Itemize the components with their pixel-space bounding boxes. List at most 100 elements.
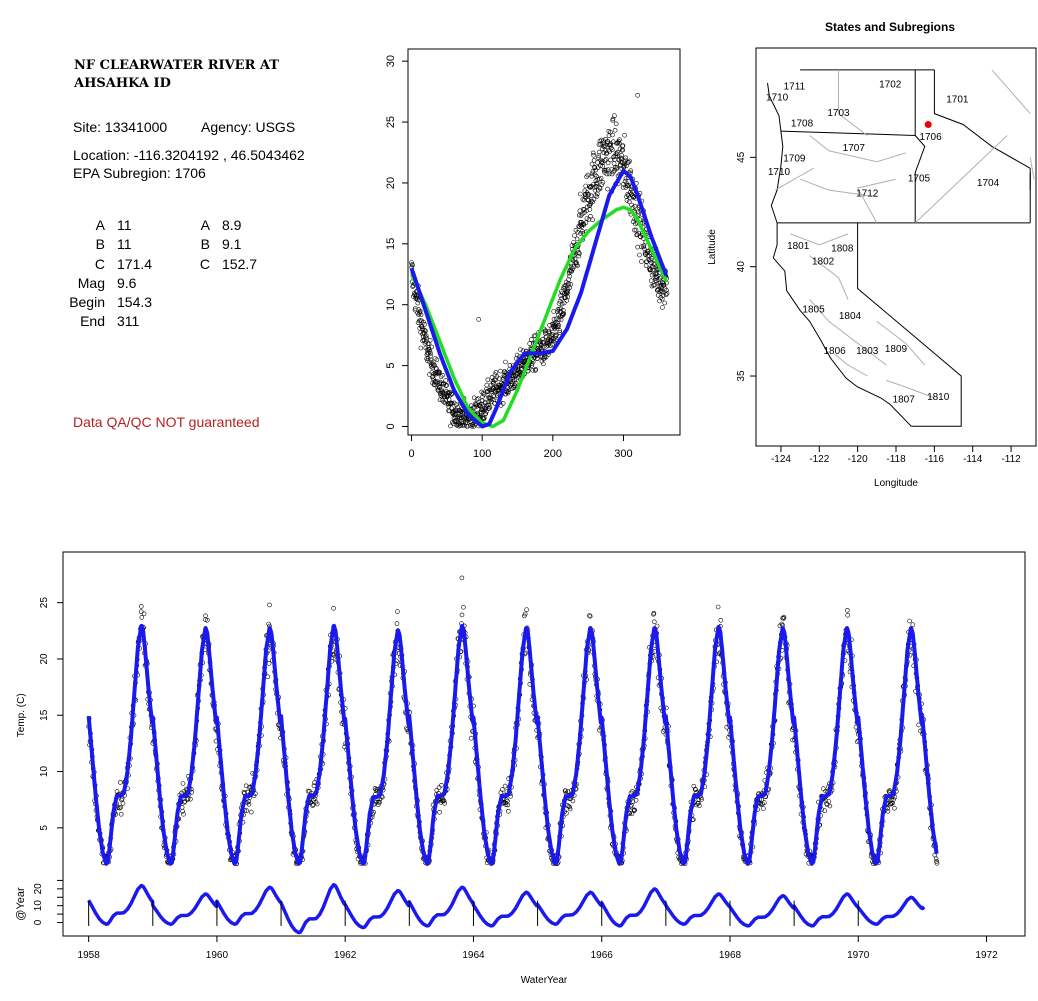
observation-point — [424, 335, 429, 341]
observation-point — [539, 358, 545, 364]
lon-tick-label: -112 — [1001, 454, 1021, 465]
timeseries-point — [933, 856, 939, 862]
lon-tick-label: -122 — [809, 454, 829, 465]
observation-point — [585, 197, 590, 202]
observation-point — [556, 317, 562, 322]
observation-point — [626, 160, 631, 165]
y-tick-label: 30 — [385, 55, 397, 67]
timeseries-point — [394, 621, 400, 626]
timeseries-point — [907, 618, 912, 624]
site-marker — [924, 121, 932, 129]
observation-point — [547, 322, 552, 328]
timeseries-point — [891, 797, 896, 802]
observation-point — [448, 423, 453, 429]
subregion-label: 1710 — [766, 92, 789, 103]
observation-point — [427, 337, 433, 343]
timeseries-point — [245, 789, 251, 795]
timeseries-point — [916, 722, 922, 728]
temp-tick-label: 15 — [39, 709, 50, 721]
timeseries-point — [827, 803, 833, 809]
observation-point — [576, 212, 582, 218]
observation-point — [430, 374, 436, 379]
observation-point — [596, 142, 602, 147]
observation-point — [432, 362, 437, 368]
observation-point — [427, 349, 433, 354]
observation-point — [614, 166, 619, 172]
x-tick-label: 0 — [408, 448, 414, 460]
observation-point — [478, 410, 484, 416]
observation-point — [556, 301, 562, 306]
observation-point — [595, 177, 601, 182]
subregion-boundary — [838, 69, 868, 136]
observation-point — [540, 336, 545, 342]
subregion-label: 1802 — [812, 256, 835, 267]
subregion-label: 1707 — [843, 143, 866, 154]
observation-point — [586, 197, 591, 203]
params-right: A 8.9 B 9.1 C 152.7 — [150, 216, 257, 274]
observation-point — [572, 233, 577, 238]
observation-point — [600, 160, 605, 166]
observation-point — [558, 317, 564, 323]
timeseries-point — [587, 613, 593, 619]
observation-point — [550, 342, 555, 347]
observation-point — [594, 174, 599, 179]
observation-point — [552, 321, 558, 326]
observation-point — [549, 331, 555, 337]
subregion-label: 1712 — [856, 189, 879, 200]
observation-point — [632, 227, 637, 233]
observation-point — [635, 244, 641, 250]
timeseries-point — [181, 811, 186, 817]
observation-point — [533, 367, 539, 372]
observation-point — [627, 158, 632, 164]
state-boundary — [933, 69, 1031, 169]
observation-point — [456, 408, 461, 414]
timeseries-point — [244, 808, 249, 814]
timeseries-point — [266, 621, 272, 627]
observation-point — [429, 344, 434, 350]
timeseries-point — [180, 781, 186, 786]
timeseries-point — [118, 780, 123, 785]
y-tick-label: 5 — [385, 363, 397, 369]
observation-point — [664, 287, 669, 293]
observation-point — [631, 194, 637, 200]
observation-point — [603, 157, 609, 162]
observation-point — [578, 222, 584, 228]
timeseries-point — [182, 799, 187, 805]
year-offset-line — [87, 883, 926, 935]
param-row-b: B 11 — [95, 236, 132, 253]
observation-point — [591, 197, 597, 202]
observation-point — [565, 289, 570, 294]
observation-point — [437, 397, 443, 403]
observation-point — [632, 204, 638, 209]
subregion-boundary — [834, 353, 868, 377]
state-boundary — [914, 135, 926, 223]
observation-point — [546, 329, 552, 335]
observation-point — [594, 194, 600, 199]
subregion-boundary — [876, 321, 926, 366]
observation-point — [619, 153, 624, 158]
observation-point — [447, 390, 452, 396]
observation-point — [622, 132, 627, 138]
observation-point — [611, 154, 617, 159]
timeseries-point — [660, 729, 666, 734]
subregion-boundary — [809, 255, 849, 300]
subregion-label: 1804 — [839, 311, 862, 322]
timeseries-point — [887, 788, 893, 793]
timeseries-point — [138, 609, 144, 614]
param-row-c2: C 152.7 — [199, 255, 258, 272]
y-tick-label: 10 — [385, 299, 397, 311]
subregion-label: 1801 — [787, 241, 810, 252]
observation-point — [485, 392, 491, 398]
subregion-boundary — [790, 233, 849, 246]
observation-point — [623, 155, 628, 161]
observation-point — [452, 419, 458, 425]
observation-point — [633, 227, 639, 233]
observation-point — [590, 150, 596, 156]
year-x-tick-label: 1960 — [206, 950, 229, 961]
observation-point — [422, 334, 428, 340]
observation-point — [620, 143, 626, 148]
observation-point — [431, 361, 437, 367]
observation-point — [419, 324, 425, 330]
timeseries-xlabel: WaterYear — [521, 975, 568, 986]
observation-point — [576, 253, 582, 259]
